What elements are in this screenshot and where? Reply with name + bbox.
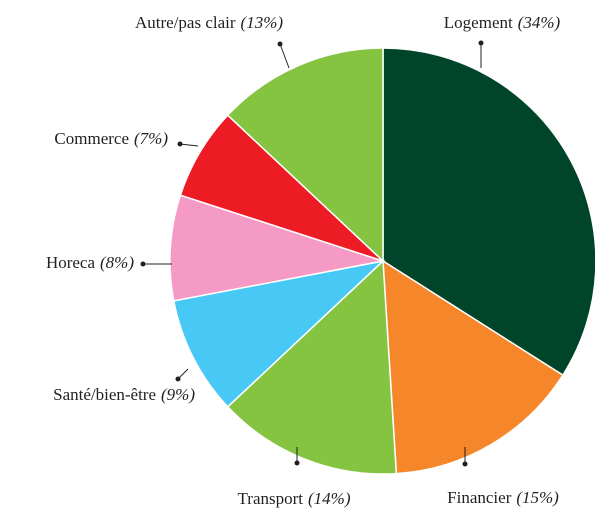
slice-percent: (14%) — [308, 489, 351, 508]
slice-name: Santé/bien-être — [53, 385, 156, 404]
leader-dot — [175, 376, 181, 382]
leader-dot — [294, 460, 300, 466]
slice-label: Santé/bien-être (9%) — [53, 385, 195, 404]
pie-slice — [382, 259, 564, 475]
slice-label: Autre/pas clair (13%) — [135, 13, 283, 32]
leader-line — [279, 43, 290, 69]
slice-percent: (34%) — [518, 13, 561, 32]
leader-dot — [462, 461, 468, 467]
slice-percent: (15%) — [516, 488, 559, 507]
slice-percent: (8%) — [100, 253, 134, 272]
slice-percent: (13%) — [241, 13, 284, 32]
slice-label: Transport (14%) — [238, 489, 351, 508]
leader-dot — [478, 40, 484, 46]
pie-slice — [382, 47, 595, 377]
leader-line — [179, 143, 199, 147]
slice-name: Transport — [238, 489, 304, 508]
slice-label: Financier (15%) — [447, 488, 559, 507]
leader-dot — [177, 141, 183, 147]
pie-slice — [169, 194, 384, 302]
leader-dot — [140, 261, 146, 267]
pie-slice — [172, 259, 386, 408]
pie-slice — [226, 259, 398, 475]
pie-slice — [226, 47, 384, 263]
slice-percent: (7%) — [134, 129, 168, 148]
slice-name: Autre/pas clair — [135, 13, 236, 32]
slice-label: Horeca (8%) — [46, 253, 134, 272]
slice-name: Horeca — [46, 253, 96, 272]
leader-dot — [277, 41, 283, 47]
slice-label: Logement (34%) — [444, 13, 561, 32]
slice-name: Commerce — [54, 129, 129, 148]
slice-label: Commerce (7%) — [54, 129, 168, 148]
slice-name: Financier — [447, 488, 512, 507]
slice-percent: (9%) — [161, 385, 195, 404]
slice-name: Logement — [444, 13, 513, 32]
